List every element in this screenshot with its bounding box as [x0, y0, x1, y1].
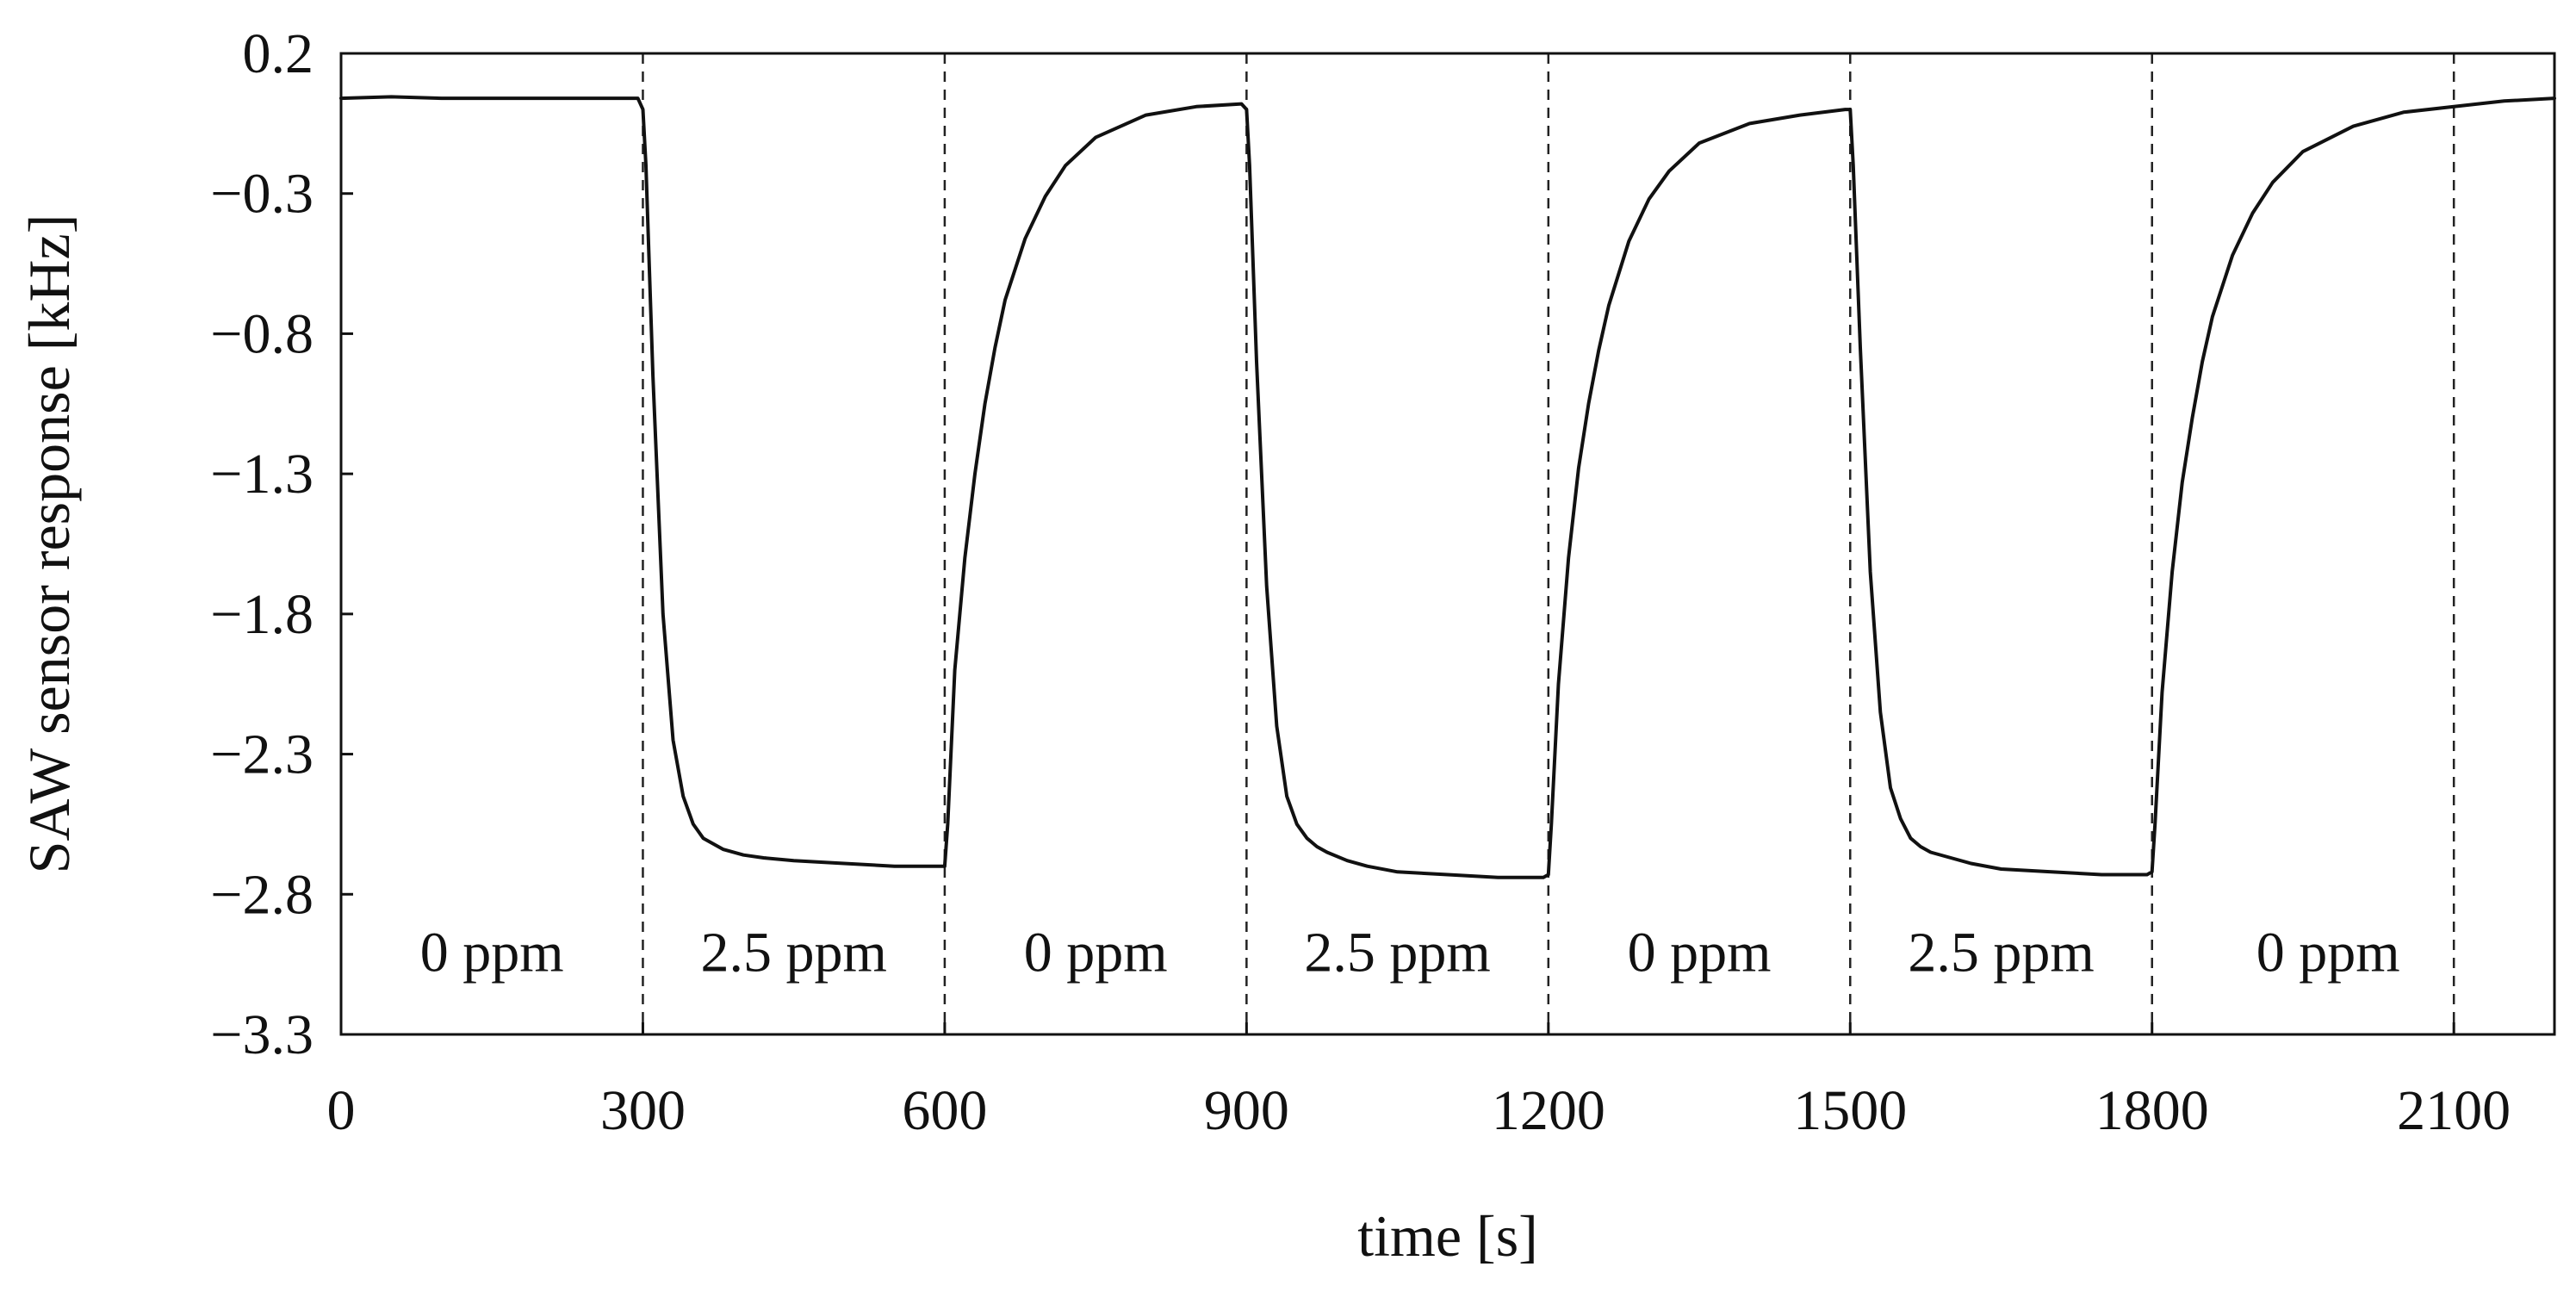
region-labels: 0 ppm 2.5 ppm 0 ppm 2.5 ppm 0 ppm 2.5 ppm 0 pp… — [420, 921, 2400, 984]
x-tick-label: 1200 — [1492, 1079, 1605, 1142]
x-axis-ticks: 0 300 600 900 1200 1500 1800 2100 — [327, 1022, 2511, 1142]
x-tick-label: 900 — [1204, 1079, 1289, 1142]
x-tick-label: 300 — [600, 1079, 686, 1142]
y-tick-label: −1.3 — [210, 443, 313, 506]
y-tick-label: −2.8 — [210, 863, 313, 926]
x-tick-label: 2100 — [2397, 1079, 2511, 1142]
y-tick-label: −0.3 — [210, 163, 313, 226]
x-tick-label: 600 — [902, 1079, 987, 1142]
region-label: 2.5 ppm — [1304, 921, 1490, 984]
y-tick-label: −2.3 — [210, 723, 313, 786]
y-tick-label: 0.2 — [243, 22, 314, 85]
series-layer — [339, 95, 2556, 879]
series-line-0 — [339, 95, 2556, 879]
region-label: 2.5 ppm — [701, 921, 887, 984]
region-label: 0 ppm — [2256, 921, 2400, 984]
x-tick-label: 1800 — [2095, 1079, 2209, 1142]
switch-lines — [642, 53, 2455, 1034]
plot-frame — [339, 52, 2556, 1036]
x-axis-label: time [s] — [1357, 1203, 1538, 1269]
y-tick-label: −1.8 — [210, 583, 313, 646]
region-label: 0 ppm — [420, 921, 564, 984]
region-label: 0 ppm — [1628, 921, 1772, 984]
region-label: 2.5 ppm — [1908, 921, 2094, 984]
x-tick-label: 0 — [327, 1079, 356, 1142]
y-axis-ticks: 0.2 −0.3 −0.8 −1.3 −1.8 −2.3 −2.8 −3.3 — [210, 22, 353, 1066]
y-axis-label: SAW sensor response [kHz] — [16, 214, 82, 874]
y-tick-label: −0.8 — [210, 302, 313, 365]
y-tick-label: −3.3 — [210, 1003, 313, 1066]
x-tick-label: 1500 — [1793, 1079, 1907, 1142]
region-label: 0 ppm — [1024, 921, 1168, 984]
